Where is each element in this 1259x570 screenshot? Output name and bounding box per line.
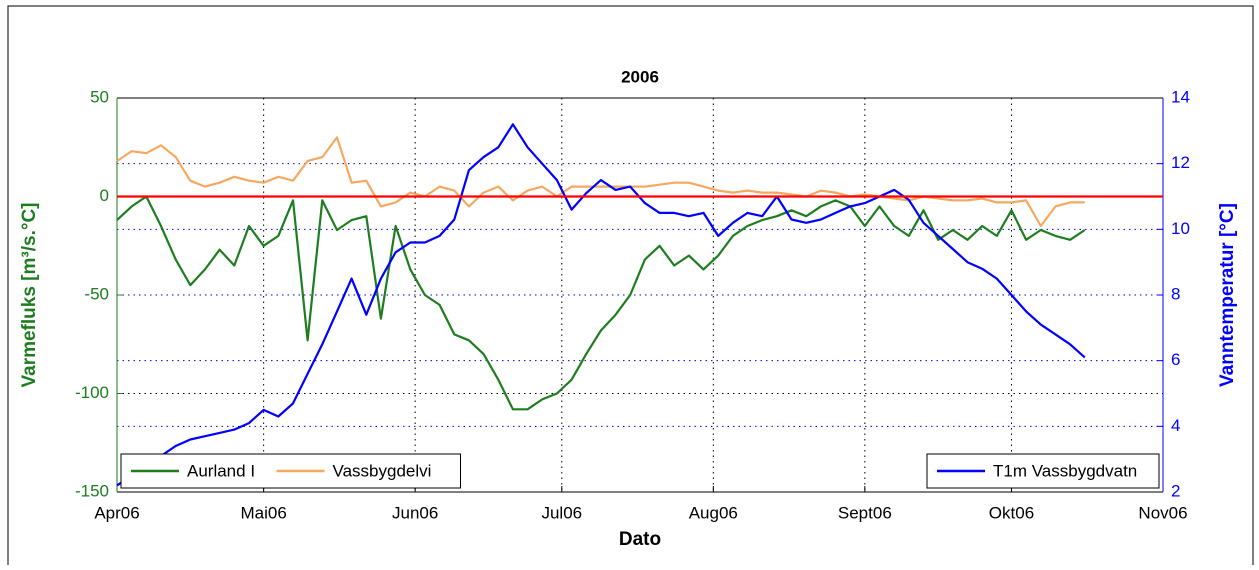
x-tick-label: Jun06 (392, 503, 438, 522)
legend-label: T1m Vassbygdvatn (993, 461, 1137, 480)
x-tick-label: Apr06 (94, 503, 139, 522)
y2-tick-label: 10 (1171, 219, 1190, 238)
x-tick-label: Nov06 (1138, 503, 1187, 522)
y-tick-label: 0 (100, 186, 109, 205)
y2-tick-label: 12 (1171, 153, 1190, 172)
y2-tick-label: 6 (1171, 350, 1180, 369)
x-tick-label: Sept06 (838, 503, 892, 522)
x-tick-label: Aug06 (689, 503, 738, 522)
legend-label: Aurland I (187, 461, 255, 480)
series-line (116, 195, 1086, 411)
y-tick-label: -100 (75, 383, 109, 402)
x-tick-label: Mai06 (240, 503, 286, 522)
legend-label: Vassbygdelvi (333, 461, 432, 480)
y-axis-label: Varmefluks [m³/s.°C] (19, 203, 40, 388)
y2-axis-label: Vanntemperatur [°C] (1217, 203, 1238, 387)
y2-tick-label: 2 (1171, 481, 1180, 500)
y-tick-label: -50 (84, 284, 109, 303)
x-axis-label: Dato (619, 529, 661, 550)
series-line (116, 123, 1086, 487)
y2-tick-label: 8 (1171, 284, 1180, 303)
y-tick-label: -150 (75, 481, 109, 500)
x-tick-label: Jul06 (541, 503, 582, 522)
y2-tick-label: 14 (1171, 87, 1190, 106)
y-tick-label: 50 (90, 87, 109, 106)
chart-title: 2006 (621, 67, 659, 86)
y2-tick-label: 4 (1171, 416, 1180, 435)
x-tick-label: Okt06 (989, 503, 1034, 522)
